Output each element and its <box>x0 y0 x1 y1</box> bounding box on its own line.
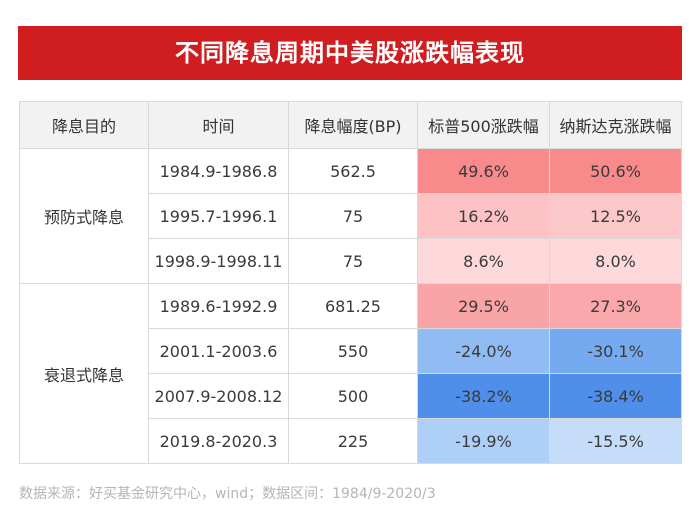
table-row: 预防式降息 1984.9-1986.8 562.5 49.6% 50.6% <box>19 148 682 284</box>
sp500-cell: 8.6% <box>417 238 550 284</box>
header-cut-bp: 降息幅度(BP) <box>288 101 418 149</box>
nasdaq-cell: 8.0% <box>549 238 682 284</box>
period-cell: 1984.9-1986.8 <box>148 148 289 194</box>
rate-cut-table: 降息目的 时间 降息幅度(BP) 标普500涨跌幅 纳斯达克涨跌幅 预防式降息 … <box>19 101 682 464</box>
nasdaq-cell: 27.3% <box>549 283 682 329</box>
table-row: 1995.7-1996.1 75 16.2% 12.5% <box>20 193 682 239</box>
period-cell: 2019.8-2020.3 <box>148 418 289 464</box>
source-note: 数据来源：好买基金研究中心，wind；数据区间：1984/9-2020/3 <box>19 486 436 502</box>
group-label: 衰退式降息 <box>19 283 149 464</box>
table-row: 2007.9-2008.12 500 -38.2% -38.4% <box>20 373 682 419</box>
nasdaq-cell: 50.6% <box>549 148 682 194</box>
page-title: 不同降息周期中美股涨跌幅表现 <box>18 26 682 80</box>
sp500-cell: 16.2% <box>417 193 550 239</box>
sp500-cell: -24.0% <box>417 328 550 374</box>
header-nasdaq: 纳斯达克涨跌幅 <box>549 101 682 149</box>
nasdaq-cell: -15.5% <box>549 418 682 464</box>
period-cell: 2007.9-2008.12 <box>148 373 289 419</box>
sp500-cell: -38.2% <box>417 373 550 419</box>
period-cell: 2001.1-2003.6 <box>148 328 289 374</box>
header-purpose: 降息目的 <box>19 101 149 149</box>
header-period: 时间 <box>148 101 289 149</box>
table-row: 2001.1-2003.6 550 -24.0% -30.1% <box>20 328 682 374</box>
nasdaq-cell: -30.1% <box>549 328 682 374</box>
group-label: 预防式降息 <box>19 148 149 284</box>
cut-bp-cell: 681.25 <box>288 283 418 329</box>
cut-bp-cell: 550 <box>288 328 418 374</box>
cut-bp-cell: 225 <box>288 418 418 464</box>
cut-bp-cell: 562.5 <box>288 148 418 194</box>
sp500-cell: 29.5% <box>417 283 550 329</box>
table-row: 衰退式降息 1989.6-1992.9 681.25 29.5% 27.3% <box>19 283 682 464</box>
period-cell: 1989.6-1992.9 <box>148 283 289 329</box>
cut-bp-cell: 75 <box>288 193 418 239</box>
sp500-cell: -19.9% <box>417 418 550 464</box>
table-row: 2019.8-2020.3 225 -19.9% -15.5% <box>20 418 682 464</box>
period-cell: 1998.9-1998.11 <box>148 238 289 284</box>
cut-bp-cell: 500 <box>288 373 418 419</box>
header-sp500: 标普500涨跌幅 <box>417 101 550 149</box>
table-row: 1998.9-1998.11 75 8.6% 8.0% <box>20 238 682 284</box>
table-header-row: 降息目的 时间 降息幅度(BP) 标普500涨跌幅 纳斯达克涨跌幅 <box>19 101 682 149</box>
period-cell: 1995.7-1996.1 <box>148 193 289 239</box>
sp500-cell: 49.6% <box>417 148 550 194</box>
cut-bp-cell: 75 <box>288 238 418 284</box>
nasdaq-cell: 12.5% <box>549 193 682 239</box>
nasdaq-cell: -38.4% <box>549 373 682 419</box>
